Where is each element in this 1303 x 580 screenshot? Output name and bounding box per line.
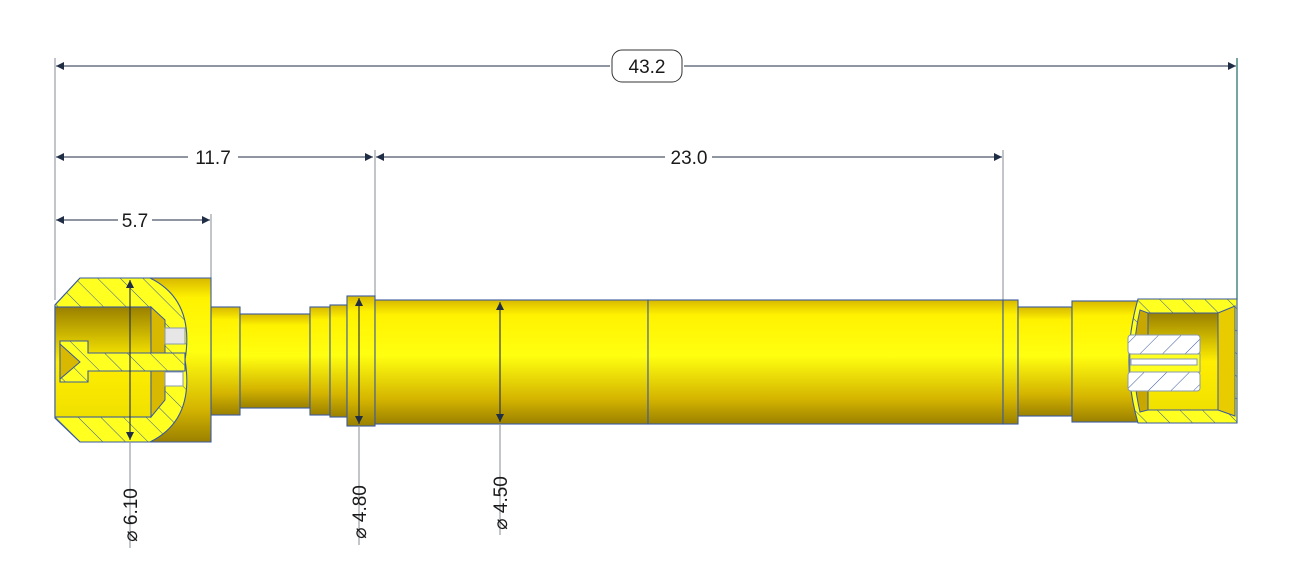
dim-overall-length: 43.2 [629, 57, 666, 78]
dim-body-diameter: ⌀ 4.50 [491, 476, 512, 530]
dim-body-length: 23.0 [671, 148, 708, 169]
dim-collar-diameter: ⌀ 4.80 [350, 485, 371, 539]
collar [346, 295, 376, 427]
dim-collar-position: 11.7 [195, 148, 231, 169]
dim-head-diameter: ⌀ 6.10 [121, 488, 142, 542]
extension-lines [54, 58, 1238, 300]
dimension-lines [56, 49, 1236, 548]
dim-head-length: 5.7 [122, 211, 148, 232]
pin-body [54, 277, 1238, 443]
dimension-labels: 43.2 11.7 23.0 5.7 ⌀ 6.10 ⌀ 4.80 ⌀ 4.50 [121, 57, 707, 542]
